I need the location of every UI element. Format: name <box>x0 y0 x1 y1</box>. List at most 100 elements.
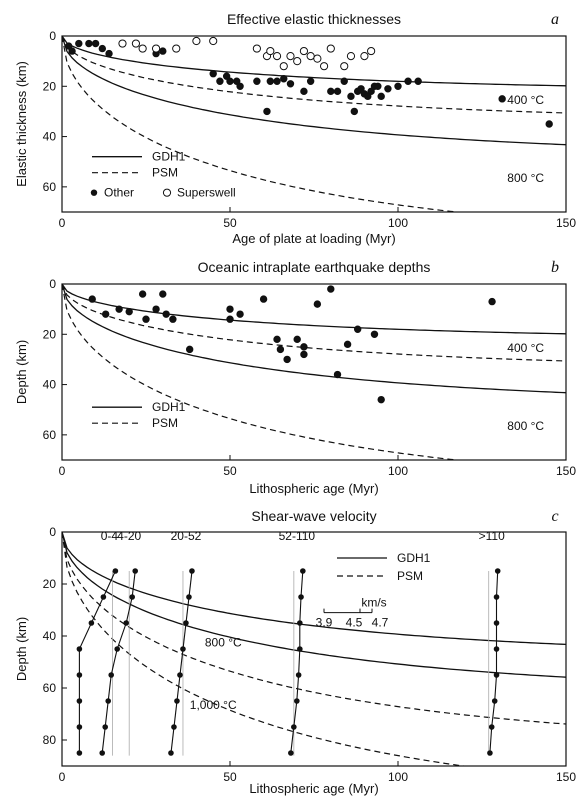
x-tick-label: 50 <box>223 216 237 230</box>
superswell-point <box>340 62 349 71</box>
data-point <box>370 330 379 338</box>
data-point <box>226 305 234 313</box>
isotherm-label: 800 °C <box>507 171 544 185</box>
velocity-profile-point <box>493 646 500 652</box>
velocity-profile-line <box>290 570 304 754</box>
data-point <box>226 77 234 85</box>
data-point <box>259 295 268 303</box>
x-axis-label: Age of plate at loading (Myr) <box>232 231 395 246</box>
velocity-profile-point <box>105 698 111 704</box>
superswell-point <box>326 44 335 53</box>
data-point <box>209 70 217 78</box>
data-point <box>152 305 160 313</box>
isotherm-curve-psm-400 <box>62 36 566 114</box>
velocity-profile-line <box>170 570 193 754</box>
velocity-scale-label: 4.7 <box>372 616 389 630</box>
panel-letter: c <box>551 508 558 525</box>
velocity-profile-point <box>102 724 108 730</box>
superswell-point <box>252 44 261 53</box>
data-point <box>377 395 385 404</box>
velocity-profile-point <box>291 724 297 730</box>
velocity-profile-point <box>177 672 183 678</box>
x-tick-label: 50 <box>223 464 237 478</box>
data-point <box>226 315 234 323</box>
data-point <box>159 47 167 55</box>
superswell-point <box>319 62 329 71</box>
panel-b: Oceanic intraplate earthquake depths b 0 50… <box>14 259 576 496</box>
legend-marker-other <box>90 189 98 196</box>
data-point <box>276 345 285 354</box>
superswell-point <box>367 46 376 56</box>
x-tick-label: 100 <box>388 464 408 478</box>
data-point <box>394 82 402 90</box>
y-tick-label: 40 <box>43 378 57 392</box>
data-point <box>98 44 107 53</box>
data-point <box>545 120 553 128</box>
legend-label-psm: PSM <box>152 166 178 180</box>
velocity-profile-point <box>132 568 138 574</box>
data-point <box>353 325 362 333</box>
data-point <box>327 87 335 96</box>
velocity-profile-point <box>488 724 495 730</box>
data-point <box>340 77 348 85</box>
legend-label-psm: PSM <box>397 569 423 583</box>
data-point <box>266 77 275 85</box>
superswell-point <box>118 39 127 48</box>
superswell-point <box>286 52 295 61</box>
data-point <box>300 350 308 359</box>
data-point <box>236 82 244 90</box>
curves-group <box>62 36 566 212</box>
isotherm-curve-psm-1000 <box>62 532 468 766</box>
y-tick-label: 20 <box>43 577 57 591</box>
data-point <box>159 290 167 298</box>
data-point <box>313 300 322 308</box>
data-point <box>162 310 170 318</box>
x-axis-label: Lithospheric age (Myr) <box>249 481 378 496</box>
velocity-profile-point <box>487 750 493 756</box>
data-point <box>377 92 385 101</box>
panel-a: Effective elastic thicknesses a 0 50 100 150 0… <box>14 11 576 246</box>
superswell-point <box>209 36 218 46</box>
y-axis-label: Elastic thickness (km) <box>14 61 29 187</box>
data-point <box>75 39 83 48</box>
velocity-profile-point <box>288 750 294 756</box>
y-axis-label: Depth (km) <box>14 340 29 404</box>
superswell-point <box>192 36 201 46</box>
data-point <box>222 72 231 80</box>
y-tick-label: 80 <box>43 733 57 747</box>
y-tick-label: 0 <box>49 525 56 539</box>
curves-group <box>62 532 566 766</box>
panel-c: Shear-wave velocity c 0 50 100 150 0 20 40 60 80 Li… <box>14 508 576 796</box>
x-tick-label: 100 <box>388 216 408 230</box>
plot-frame <box>61 283 567 461</box>
chart-title: Shear-wave velocity <box>251 508 376 524</box>
data-point <box>273 335 281 344</box>
x-tick-label: 150 <box>556 464 576 478</box>
superswell-point <box>313 54 322 63</box>
x-tick-label: 0 <box>59 770 66 784</box>
data-point <box>488 297 496 306</box>
data-point <box>293 335 301 344</box>
data-point <box>404 77 412 85</box>
isotherm-label: 400 °C <box>507 93 544 107</box>
velocity-profile-point <box>88 620 95 626</box>
legend-label-gdh1: GDH1 <box>397 551 431 565</box>
data-point <box>101 310 110 318</box>
chart-title: Effective elastic thicknesses <box>227 11 401 27</box>
plot-frame <box>61 35 567 213</box>
superswell-point <box>293 57 302 66</box>
x-axis-label: Lithospheric age (Myr) <box>249 781 378 796</box>
velocity-profile-point <box>295 672 302 678</box>
data-point <box>414 77 422 85</box>
data-point <box>91 39 100 48</box>
x-tick-label: 150 <box>556 216 576 230</box>
y-tick-label: 60 <box>43 180 57 194</box>
x-tick-label: 0 <box>59 216 66 230</box>
legend-label-gdh1: GDH1 <box>152 150 186 164</box>
velocity-profile-point <box>494 568 501 574</box>
velocity-profile-line <box>101 570 136 754</box>
data-point <box>350 107 359 116</box>
data-point <box>125 307 133 316</box>
chart-title: Oceanic intraplate earthquake depths <box>198 259 431 275</box>
data-point <box>333 87 342 96</box>
